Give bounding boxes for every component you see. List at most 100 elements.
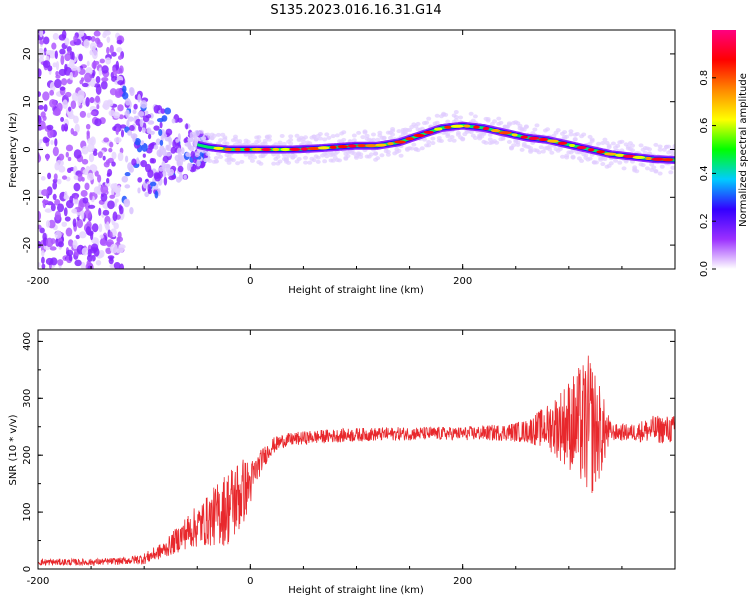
- spectrogram-transition-blob: [196, 159, 201, 167]
- spectrogram-halo-blob: [602, 157, 608, 162]
- spectrogram-noise-blob: [66, 46, 72, 53]
- spectrogram-noise-blob: [100, 80, 108, 90]
- spectrogram-halo-blob: [600, 140, 606, 145]
- spectrogram-halo-blob: [324, 151, 330, 156]
- colorbar-tick-label: 0.2: [699, 213, 710, 229]
- spectrogram-noise-blob: [65, 249, 74, 257]
- spectrogram-halo-blob: [468, 111, 474, 116]
- spectrogram-noise-blob: [39, 138, 43, 144]
- spectrogram-noise-blob: [114, 198, 119, 203]
- spectrogram-noise-blob: [41, 199, 49, 204]
- spectrogram-ridge-peak: [234, 147, 242, 152]
- spectrogram-noise-blob: [56, 102, 63, 112]
- spectrogram-noise-blob: [71, 92, 79, 102]
- spectrogram-halo-blob: [568, 129, 574, 134]
- spectrogram-transition-blob: [154, 190, 159, 199]
- spectrogram-transition-blob: [160, 108, 166, 114]
- spectrogram-noise-blob: [42, 115, 47, 121]
- spectrogram-transition-blob: [166, 144, 172, 152]
- spectrogram-ridge-peak: [538, 137, 549, 142]
- spectrogram-noise-blob: [64, 191, 68, 199]
- spectrogram-halo-blob: [337, 158, 343, 163]
- spectrogram-halo-blob: [230, 158, 236, 163]
- spectrogram-noise-blob: [52, 181, 58, 190]
- spectrogram-noise-blob: [113, 111, 121, 119]
- spectrogram-halo-blob: [218, 154, 224, 159]
- spectrogram-noise-blob: [38, 224, 42, 230]
- spectrogram-transition-blob: [123, 199, 130, 204]
- spectrogram-ridge-peak: [444, 125, 452, 129]
- spectrogram-noise-blob: [109, 231, 113, 239]
- spectrogram-halo-blob: [292, 153, 298, 158]
- spectrogram-halo-blob: [642, 150, 648, 155]
- spectrogram-noise-blob: [109, 141, 114, 148]
- spectrogram-halo-blob: [368, 152, 374, 157]
- spectrogram-halo-blob: [562, 130, 568, 135]
- spectrogram-ridge-peak: [520, 135, 528, 139]
- spectrogram-halo-blob: [434, 120, 440, 125]
- spectrogram-noise-blob: [94, 118, 102, 127]
- spectrogram-noise-blob: [55, 71, 59, 77]
- spectrogram-noise-blob: [106, 221, 110, 230]
- spectrogram-noise-blob: [107, 200, 115, 210]
- spectrogram-noise-blob: [42, 60, 51, 69]
- spectrogram-noise-blob: [96, 104, 100, 110]
- spectrogram-halo-blob: [555, 128, 561, 133]
- spectrogram-noise-blob: [86, 254, 93, 262]
- snr-series-line: [38, 355, 675, 567]
- spectrogram-y-tick-label: 20: [22, 48, 33, 61]
- spectrogram-noise-blob: [41, 189, 49, 196]
- spectrogram-ridge-peak: [463, 124, 471, 128]
- spectrogram-noise-blob: [38, 210, 42, 221]
- spectrogram-ridge-peak: [661, 158, 674, 162]
- spectrogram-halo-blob: [574, 131, 580, 136]
- spectrogram-halo-blob: [434, 113, 440, 118]
- spectrogram-halo-blob: [453, 118, 459, 123]
- spectrogram-halo-blob: [385, 152, 391, 157]
- spectrogram-transition-blob: [121, 175, 129, 183]
- spectrogram-halo-blob: [215, 132, 221, 137]
- spectrogram-halo-blob: [540, 149, 546, 154]
- spectrogram-halo-blob: [377, 130, 383, 135]
- spectrogram-noise-blob: [80, 190, 88, 197]
- spectrogram-halo-blob: [205, 151, 211, 156]
- spectrogram-halo-blob: [381, 136, 387, 141]
- spectrogram-transition-blob: [132, 109, 137, 115]
- snr-y-label: SNR (10 * v/v): [8, 414, 19, 485]
- spectrogram-halo-blob: [334, 133, 340, 138]
- spectrogram-halo-blob: [396, 148, 402, 153]
- spectrogram-noise-blob: [65, 144, 74, 152]
- spectrogram-halo-blob: [494, 140, 500, 145]
- spectrogram-noise-blob: [97, 151, 103, 159]
- spectrogram-noise-blob: [49, 89, 55, 96]
- spectrogram-halo-blob: [438, 139, 444, 144]
- spectrogram-halo-blob: [492, 119, 498, 124]
- spectrogram-noise-blob: [104, 181, 111, 187]
- spectrogram-noise-blob: [81, 247, 89, 256]
- spectrogram-halo-blob: [621, 166, 627, 171]
- spectrogram-noise-blob: [45, 49, 54, 55]
- spectrogram-halo-blob: [632, 165, 638, 170]
- spectrogram-noise-blob: [113, 222, 119, 230]
- spectrogram-noise-blob: [79, 231, 87, 239]
- spectrogram-halo-blob: [341, 137, 347, 142]
- spectrogram-noise-blob: [72, 218, 77, 228]
- spectrogram-transition-blob: [147, 120, 155, 125]
- spectrogram-ridge-peak: [498, 131, 512, 135]
- spectrogram-halo-blob: [273, 142, 279, 147]
- spectrogram-noise-blob: [113, 136, 122, 144]
- spectrogram-transition-blob: [171, 118, 176, 124]
- spectrogram-halo-blob: [252, 155, 258, 160]
- spectrogram-transition-blob: [125, 109, 130, 119]
- spectrogram-halo-blob: [315, 155, 321, 160]
- spectrogram-halo-blob: [445, 134, 451, 139]
- spectrogram-noise-blob: [81, 82, 89, 88]
- spectrogram-halo-blob: [519, 147, 525, 152]
- spectrogram-halo-blob: [326, 135, 332, 140]
- spectrogram-ridge-peak: [490, 129, 501, 133]
- spectrogram-noise-blob: [120, 129, 125, 138]
- spectrogram-noise-blob: [98, 207, 102, 217]
- spectrogram-transition-blob: [137, 93, 141, 103]
- spectrogram-halo-blob: [351, 133, 357, 138]
- spectrogram-noise-blob: [64, 37, 70, 46]
